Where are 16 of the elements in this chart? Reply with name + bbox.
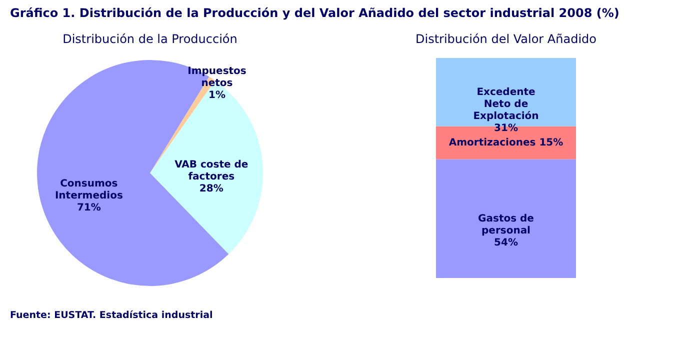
- source-note: Fuente: EUSTAT. Estadística industrial: [10, 310, 213, 321]
- series-label: Gastos de personal: [478, 214, 534, 237]
- pie-slice: [150, 80, 263, 254]
- data-label: 28%: [199, 183, 224, 194]
- chart-title: Distribución del Valor Añadido: [416, 32, 596, 46]
- data-label: 54%: [494, 238, 518, 249]
- data-label: 1%: [208, 90, 226, 102]
- text: Gráfico 1. Distribución de la Producción y del Valor Añadido del sector industrial 2008 (%): [10, 6, 620, 20]
- data-label: 31%: [494, 123, 518, 134]
- chart-title: Distribución de la Producción: [62, 32, 238, 46]
- data-label: 71%: [76, 202, 101, 214]
- text: Amortizaciones 15%: [448, 138, 564, 149]
- slice-label: VAB coste de factores: [174, 159, 248, 182]
- slice-label: Impuestos netos: [188, 66, 246, 90]
- slice-label: Consumos Intermedios: [54, 178, 123, 202]
- series-label: Excedente Neto de Explotación: [473, 87, 539, 122]
